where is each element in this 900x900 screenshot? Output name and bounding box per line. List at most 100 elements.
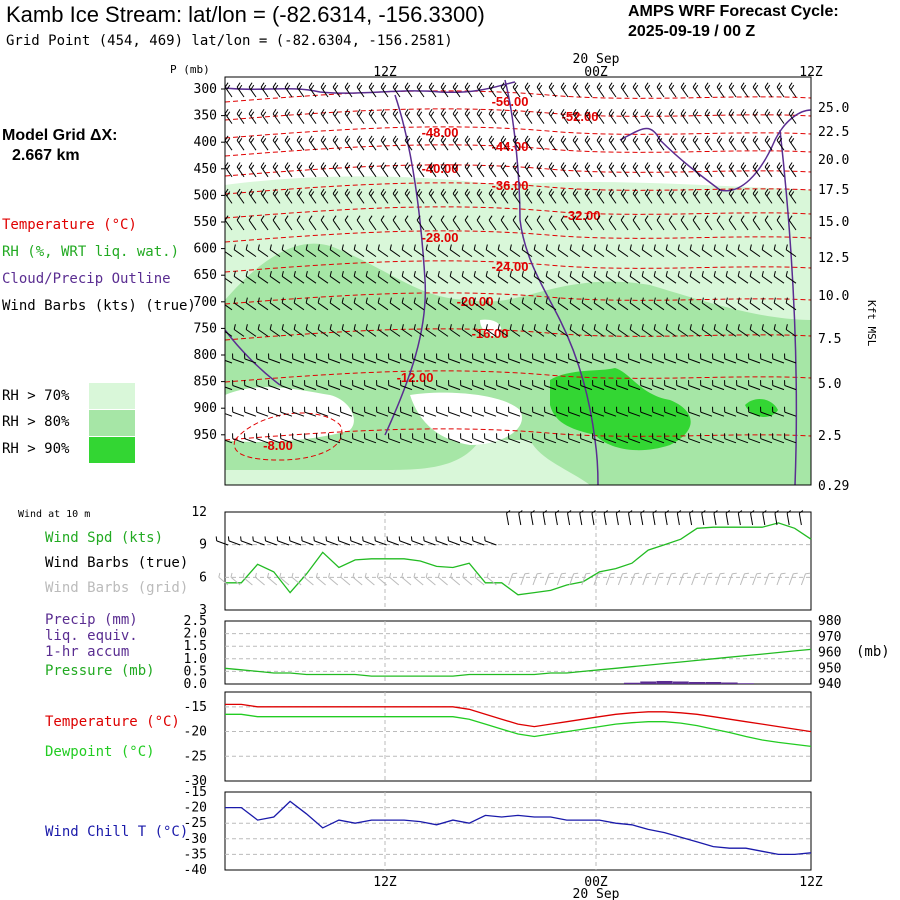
wind-barb [572,135,581,151]
barb-flag [514,164,519,170]
barb-shaft [248,219,257,231]
barb-flag [689,244,692,250]
barb-shaft [512,113,521,124]
barb-shaft [692,166,701,178]
wind-barb [329,244,341,258]
wind-barb [716,82,725,98]
barb-flag [332,108,337,115]
barb-shaft [524,113,533,124]
wind-barb [700,353,713,364]
barb-flag [365,244,368,250]
surface-wind-barb [349,536,363,546]
barb-shaft [500,193,509,204]
barb-flag [364,380,366,386]
wind-barb [308,108,317,124]
barb-flag [500,108,505,115]
barb-shaft [533,329,545,337]
barb-flag [656,135,661,141]
page-title: Kamb Ice Stream: lat/lon = (-82.6314, -1… [6,2,485,27]
barb-shaft [500,140,509,151]
barb-flag [293,270,296,277]
barb-shaft [496,358,509,364]
barb-flag [461,324,464,330]
wind-barb [608,108,617,124]
barb-flag [332,82,337,88]
barb-shaft [452,166,461,178]
barb-flag [634,572,640,575]
barb-flag [604,380,606,386]
model-grid-label: Model Grid ΔX: [2,127,118,144]
barb-shaft [304,385,317,391]
barb-flag [380,162,385,168]
barb-flag [392,108,397,115]
barb-flag [694,84,699,90]
barb-flag [736,353,738,359]
barb-flag [658,138,663,144]
barb-flag [225,82,229,88]
barb-flag [628,406,630,413]
barb-flag [310,191,315,197]
wind-barb [272,162,281,178]
wind-barb [592,433,605,444]
barb-flag [460,380,462,386]
barb-shaft [764,140,773,151]
barb-shaft [688,358,701,364]
wind-barb [677,297,689,311]
barb-shaft [500,113,509,124]
barb-flag [644,162,649,168]
barb-shaft [656,86,665,98]
wind-barb [712,353,725,364]
barb-shaft [548,86,557,98]
barb-flag [233,324,236,330]
barb-shaft [425,329,437,337]
wind-barb [788,188,797,204]
barb-flag [632,215,637,221]
barb-flag [437,270,440,277]
barb-flag [313,536,315,541]
barb-flag [464,108,469,115]
barb-shaft [352,438,365,444]
grid-wind-barb [605,572,615,586]
wind-barb [488,215,497,231]
barb-shaft [401,249,413,258]
barb-shaft [736,385,749,391]
barb-shaft [485,249,497,258]
grid-wind-barb [315,572,326,586]
barb-shaft [533,249,545,258]
barb-flag [784,433,786,439]
wind-barb [596,215,605,231]
wind-barb [380,135,389,151]
wind-barb [472,433,485,444]
barb-flag [752,135,757,141]
barb-shaft [488,86,497,98]
grid-wind-barb [764,572,774,586]
dry-region-2 [410,392,522,445]
barb-shaft [269,249,281,258]
wind-barb [521,324,533,337]
wind-barb [245,324,257,337]
barb-shaft [533,302,545,311]
wind-barb [712,433,725,444]
barb-shaft [424,411,437,417]
barb-shaft [279,576,290,586]
surface-wind-barb [762,510,767,526]
barb-flag [524,108,529,115]
barb-flag [430,164,435,170]
precip-bar [623,682,640,684]
barb-flag [293,297,296,304]
barb-flag [526,138,531,144]
barb-shaft [488,113,497,124]
barb-shaft [653,329,665,337]
barb-shaft [668,166,677,178]
barb-flag [488,162,493,168]
barb-shaft [666,573,672,586]
barb-flag [756,572,762,575]
barb-shaft [632,140,641,151]
barb-shaft [654,573,660,586]
barb-shaft [776,86,785,98]
wind-barb [485,324,497,337]
wind-barb [316,353,329,364]
wind-barb [680,188,689,204]
barb-flag [748,353,750,359]
barb-flag [574,84,579,90]
